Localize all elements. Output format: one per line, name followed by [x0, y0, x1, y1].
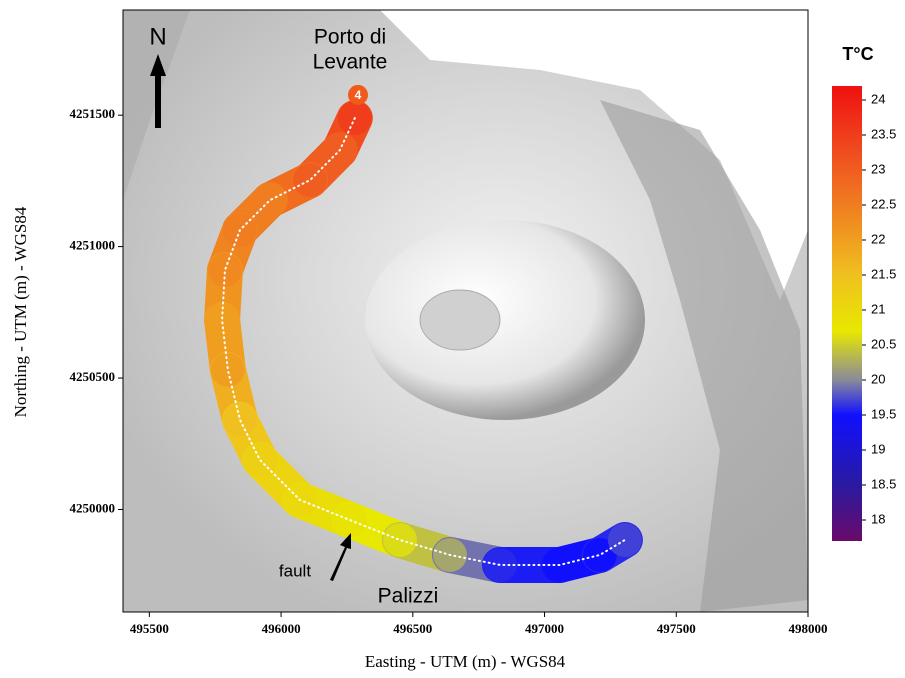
track-sample — [211, 353, 245, 387]
palizzi-label: Palizzi — [378, 585, 439, 608]
x-tick-label: 496000 — [262, 621, 301, 636]
x-tick-label: 497500 — [657, 621, 696, 636]
y-tick-label: 4251500 — [70, 106, 116, 121]
x-tick-label: 498000 — [789, 621, 828, 636]
colorbar-tick-label: 20.5 — [871, 336, 896, 351]
colorbar-tick-label: 21 — [871, 301, 885, 316]
colorbar-tick-label: 22.5 — [871, 196, 896, 211]
colorbar-tick-label: 19 — [871, 441, 885, 456]
y-tick-label: 4250000 — [70, 500, 116, 515]
x-tick-label: 495500 — [130, 621, 169, 636]
north-label: N — [149, 23, 166, 50]
colorbar-tick-label: 18 — [871, 511, 885, 526]
colorbar-tick-label: 20 — [871, 371, 885, 386]
colorbar-title: T°C — [842, 44, 873, 64]
x-tick-label: 496500 — [393, 621, 432, 636]
y-tick-label: 4250500 — [70, 369, 116, 384]
colorbar-tick-label: 22 — [871, 231, 885, 246]
colorbar-tick-label: 23 — [871, 161, 885, 176]
y-tick-label: 4251000 — [70, 238, 116, 253]
place-label: Porto di — [314, 26, 386, 49]
y-axis-title: Northing - UTM (m) - WGS84 — [11, 206, 30, 417]
fault-label: fault — [279, 561, 311, 580]
track-sample — [383, 523, 417, 557]
colorbar-tick-label: 24 — [871, 91, 885, 106]
station-label: 4 — [355, 88, 362, 102]
colorbar-tick-label: 19.5 — [871, 406, 896, 421]
colorbar-tick-label: 21.5 — [871, 266, 896, 281]
colorbar-ramp — [832, 86, 862, 541]
x-axis-title: Easting - UTM (m) - WGS84 — [365, 652, 566, 671]
place-label: Levante — [313, 51, 388, 74]
x-tick-label: 497000 — [525, 621, 564, 636]
colorbar: 18 18.5 19 19.5 20 20.5 21 21.5 22 22.5 23 23.5 24 — [832, 86, 896, 541]
colorbar-tick-label: 23.5 — [871, 126, 896, 141]
colorbar-tick-label: 18.5 — [871, 476, 896, 491]
map-figure: 4 495500 496000 496500 497000 497500 498000 42… — [0, 0, 905, 678]
